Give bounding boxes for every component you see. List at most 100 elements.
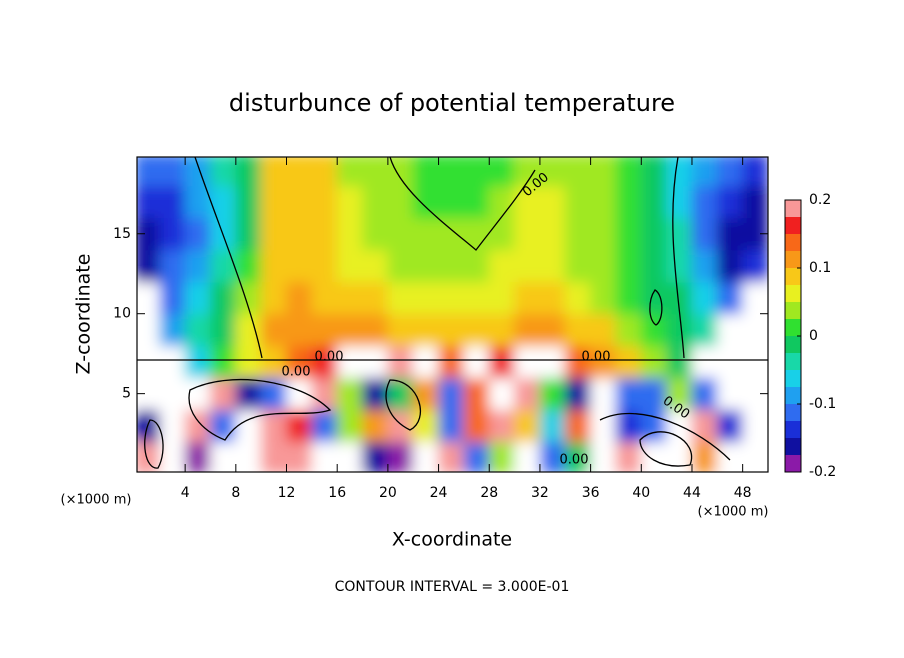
x-tick-label: 4 (181, 485, 190, 501)
y-axis-label: Z-coordinate (73, 254, 95, 375)
field-cell (336, 157, 364, 187)
field-cell (488, 441, 516, 472)
field-cell (742, 409, 768, 443)
field-cell (260, 217, 288, 251)
field-cell (260, 281, 288, 315)
field-cell (514, 185, 541, 219)
field-cell (311, 313, 338, 347)
field-cell (463, 185, 490, 219)
field-cell (286, 281, 313, 315)
field-cell (716, 185, 744, 219)
field-cell (235, 313, 262, 347)
field-cell (666, 185, 693, 219)
field-cell (260, 157, 288, 187)
field-cell (590, 377, 617, 411)
field-cell (564, 345, 592, 379)
contour-label: 0.00 (315, 350, 344, 365)
field-cell (137, 345, 161, 379)
x-tick-label: 20 (379, 485, 397, 501)
colorbar-tick-label: -0.1 (809, 396, 836, 412)
field-cell (311, 409, 338, 443)
field-cell (590, 313, 617, 347)
colorbar-swatch (785, 336, 801, 353)
colorbar-swatch (785, 200, 801, 217)
field-cell (159, 345, 186, 379)
field-cell (438, 313, 465, 347)
field-cell (463, 217, 490, 251)
field-cell (412, 185, 440, 219)
x-tick-label: 28 (480, 485, 498, 501)
x-tick-label: 12 (278, 485, 296, 501)
field-cell (539, 249, 566, 283)
field-cell (691, 249, 718, 283)
field-cell (539, 185, 566, 219)
field-cell (716, 345, 744, 379)
field-cell (209, 409, 237, 443)
x-unit: (×1000 m) (61, 493, 132, 508)
field-clip (137, 157, 768, 472)
x-tick-label: 24 (430, 485, 448, 501)
field-cell (184, 157, 211, 187)
x-tick-label: 32 (531, 485, 549, 501)
field-cell (539, 345, 566, 379)
field-cell (412, 217, 440, 251)
field-cell (590, 345, 617, 379)
field-cell (184, 217, 211, 251)
x-tick-label: 8 (231, 485, 240, 501)
field-cell (209, 157, 237, 187)
field-cell (362, 377, 389, 411)
field-cell (362, 281, 389, 315)
colorbar-swatch (785, 404, 801, 421)
field-cell (691, 185, 718, 219)
field-cell (615, 217, 642, 251)
field-cell (362, 217, 389, 251)
colorbar-swatch (785, 268, 801, 285)
field-cell (666, 345, 693, 379)
field-cell (488, 377, 516, 411)
field-cell (235, 185, 262, 219)
field-cell (539, 409, 566, 443)
colorbar-swatch (785, 438, 801, 455)
field-cell (336, 441, 364, 472)
field-cell (564, 185, 592, 219)
field-cell (564, 377, 592, 411)
field-cell (412, 313, 440, 347)
field-cell (640, 281, 668, 315)
field-cell (235, 249, 262, 283)
field-cell (286, 217, 313, 251)
field-cell (137, 313, 161, 347)
field-cell (691, 377, 718, 411)
field-cell (362, 441, 389, 472)
field-cell (539, 377, 566, 411)
field-cell (615, 157, 642, 187)
field-cell (691, 409, 718, 443)
field-cell (539, 157, 566, 187)
field-cell (539, 313, 566, 347)
field-cell (463, 345, 490, 379)
field-cell (336, 345, 364, 379)
field-cell (514, 409, 541, 443)
field-cell (716, 313, 744, 347)
field-cell (286, 377, 313, 411)
field-cell (311, 281, 338, 315)
field-cell (260, 185, 288, 219)
field-cell (666, 313, 693, 347)
field-cell (640, 217, 668, 251)
x-tick-label: 16 (328, 485, 346, 501)
field-cell (488, 409, 516, 443)
field-cell (235, 157, 262, 187)
field-cell (640, 313, 668, 347)
field-cell (235, 377, 262, 411)
field-cell (362, 249, 389, 283)
field-cell (387, 249, 414, 283)
field-cell (137, 377, 161, 411)
field-cell (159, 249, 186, 283)
field-cell (488, 345, 516, 379)
field-cell (412, 345, 440, 379)
field-cell (159, 217, 186, 251)
colorbar-swatch (785, 234, 801, 251)
field-cell (716, 409, 744, 443)
field-cell (438, 441, 465, 472)
field-cell (716, 157, 744, 187)
field-cell (463, 313, 490, 347)
